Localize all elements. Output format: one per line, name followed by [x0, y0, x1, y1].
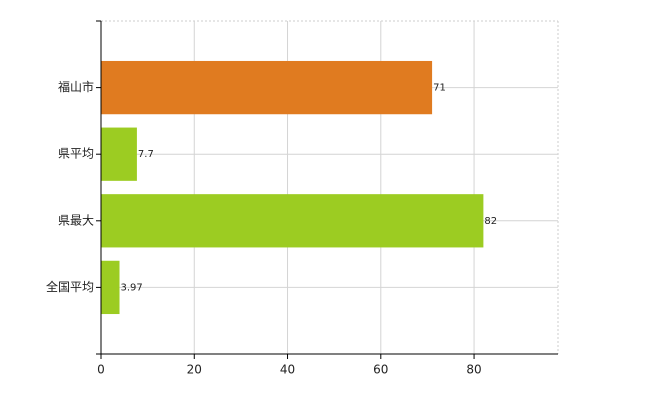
bar [101, 260, 120, 315]
x-tick-label: 80 [466, 363, 481, 377]
bar [101, 194, 484, 248]
bar [101, 127, 137, 181]
x-tick-label: 40 [280, 363, 295, 377]
y-tick-label: 全国平均 [46, 279, 94, 294]
y-tick-label: 県最大 [58, 213, 94, 227]
y-tick-label: 福山市 [58, 79, 94, 94]
y-tick-label: 県平均 [58, 147, 94, 161]
x-tick-label: 20 [187, 363, 202, 377]
bar [101, 60, 433, 115]
data-label: 71 [433, 83, 446, 94]
data-label: 3.97 [121, 282, 143, 293]
x-tick-label: 60 [373, 363, 388, 377]
data-label: 82 [484, 216, 497, 227]
data-label: 7.7 [138, 149, 154, 160]
x-tick-label: 0 [97, 363, 105, 377]
